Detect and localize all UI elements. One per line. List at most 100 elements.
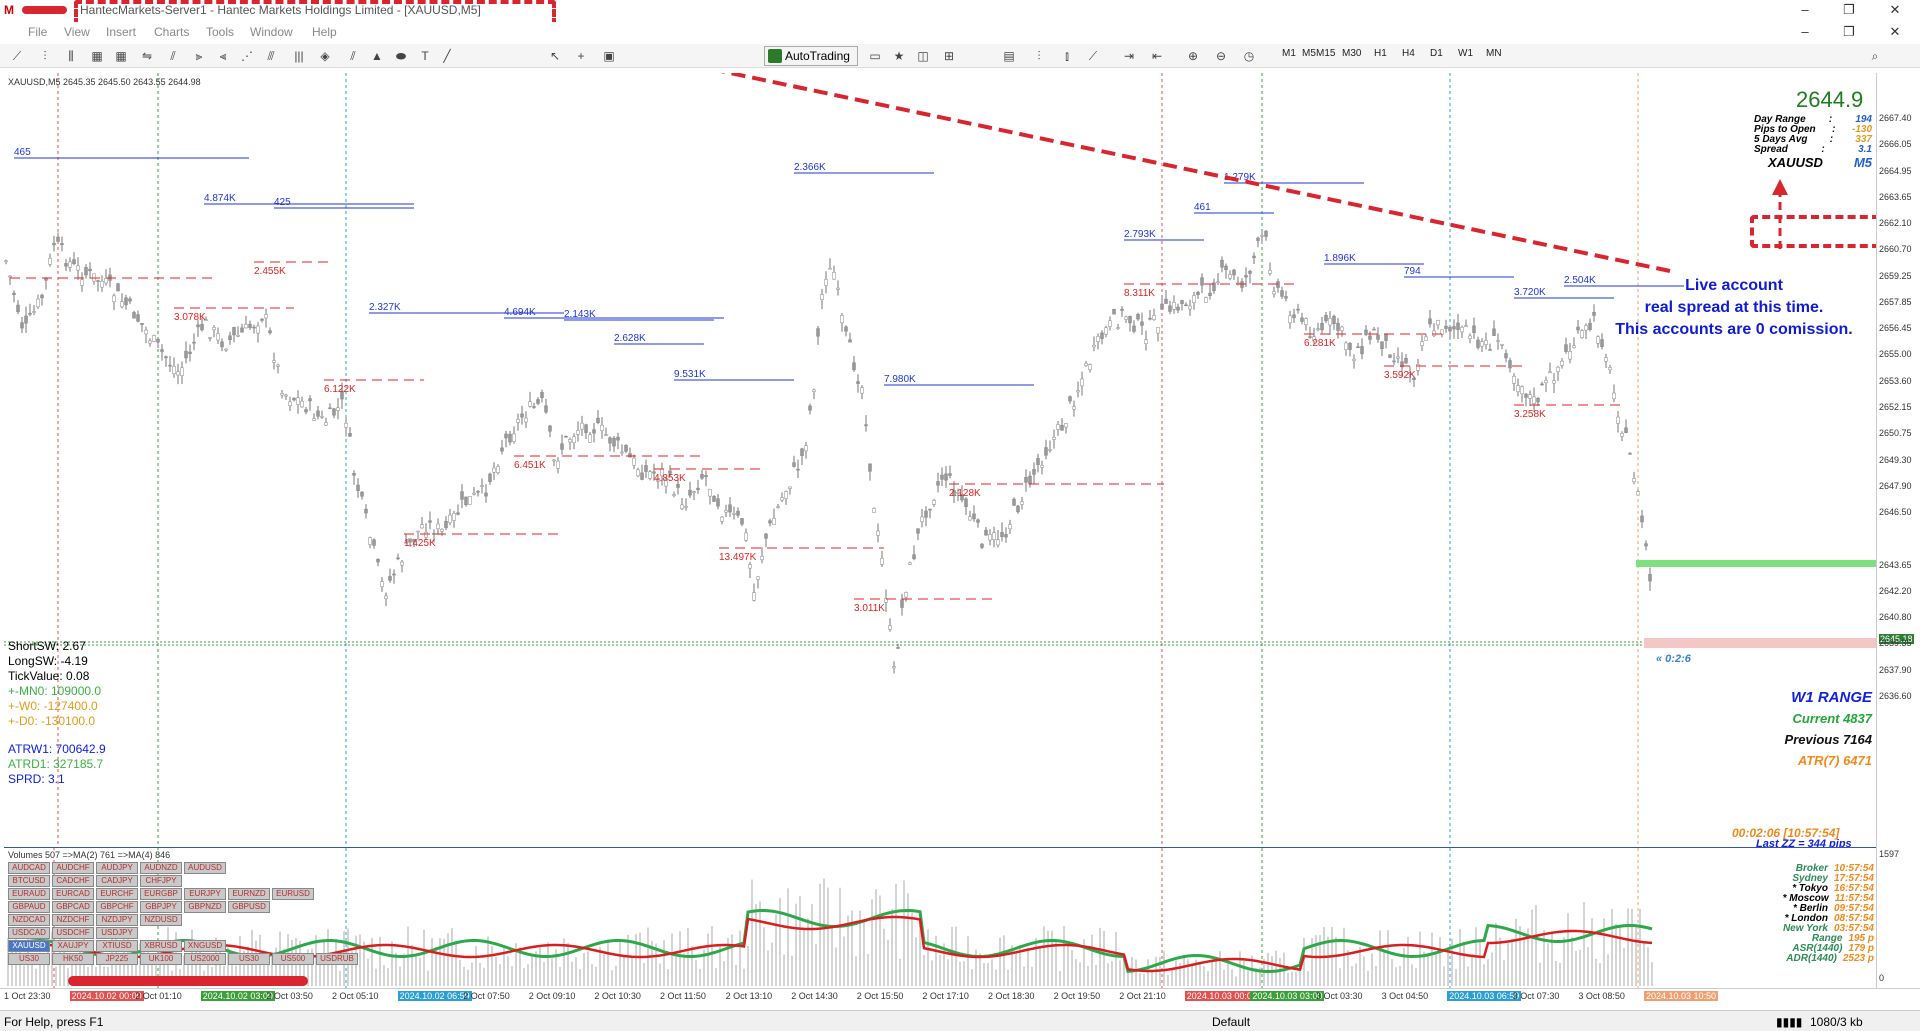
- tf-h1[interactable]: H1: [1374, 48, 1387, 59]
- symbol-button[interactable]: AUDJPY: [96, 862, 138, 874]
- menu-window[interactable]: Window: [250, 25, 293, 39]
- menu-tools[interactable]: Tools: [206, 25, 235, 39]
- search-icon[interactable]: ⌕: [1871, 49, 1879, 63]
- ellipse-tool-icon[interactable]: ⬬: [395, 49, 407, 63]
- tf-m15[interactable]: M15: [1316, 48, 1336, 59]
- symbol-button[interactable]: XBRUSD: [140, 940, 182, 952]
- symbol-button[interactable]: AUDUSD: [184, 862, 226, 874]
- cursor-icon[interactable]: ↖: [549, 49, 561, 63]
- tf-d1[interactable]: D1: [1430, 48, 1443, 59]
- symbol-button[interactable]: EURGBP: [140, 888, 182, 900]
- symbol-button[interactable]: EURNZD: [228, 888, 270, 900]
- menu-insert[interactable]: Insert: [106, 25, 137, 39]
- symbol-button[interactable]: NZDJPY: [96, 914, 138, 926]
- symbol-button[interactable]: NZDCAD: [8, 914, 50, 926]
- tf-w1[interactable]: W1: [1458, 48, 1473, 59]
- symbol-button[interactable]: AUDCAD: [8, 862, 50, 874]
- volume-subwindow[interactable]: Volumes 507 =>MA(2) 761 =>MA(4) 846 AUDC…: [4, 847, 1876, 989]
- symbol-button[interactable]: EURJPY: [184, 888, 226, 900]
- autoscroll-icon[interactable]: ⫷: [219, 49, 227, 63]
- child-close-icon[interactable]: ✕: [1889, 24, 1901, 39]
- symbol-button[interactable]: GBPJPY: [140, 901, 182, 913]
- symbol-button[interactable]: NZDCHF: [52, 914, 94, 926]
- zoom-in-icon[interactable]: ⊕: [1187, 49, 1199, 63]
- bar-chart-icon[interactable]: ⫶: [43, 49, 47, 63]
- symbol-button[interactable]: XAUJPY: [52, 940, 94, 952]
- text-tool-icon[interactable]: T: [421, 49, 429, 63]
- fibo-icon[interactable]: ⋰: [241, 49, 253, 63]
- symbol-button[interactable]: AUDCHF: [52, 862, 94, 874]
- symbol-button[interactable]: GBPAUD: [8, 901, 50, 913]
- symbol-button[interactable]: US500: [272, 953, 314, 965]
- symbol-button[interactable]: CADJPY: [96, 875, 138, 887]
- zoom-grid-icon[interactable]: ▦: [91, 49, 103, 63]
- tf-m1[interactable]: M1: [1282, 48, 1296, 59]
- symbol-button[interactable]: CADCHF: [52, 875, 94, 887]
- symbol-button[interactable]: XTIUSD: [96, 940, 138, 952]
- symbol-button[interactable]: USDJPY: [96, 927, 138, 939]
- symbol-button[interactable]: EURUSD: [272, 888, 314, 900]
- triangle-tool-icon[interactable]: ▲: [371, 49, 383, 63]
- symbol-button[interactable]: US30: [8, 953, 50, 965]
- symbol-button[interactable]: NZDUSD: [140, 914, 182, 926]
- main-chart[interactable]: 465 4.874K 425 2.327K 4.694K 2.143K 2.628K 9.53…: [4, 73, 1880, 850]
- symbol-button[interactable]: US30: [228, 953, 270, 965]
- grid-icon[interactable]: ▦: [115, 49, 127, 63]
- symbol-button[interactable]: GBPCAD: [52, 901, 94, 913]
- navigator-icon[interactable]: ▭: [869, 49, 881, 63]
- tf-m5[interactable]: M5: [1302, 48, 1316, 59]
- symbol-button[interactable]: UK100: [140, 953, 182, 965]
- shift-icon[interactable]: ⫸: [195, 49, 203, 63]
- symbol-button[interactable]: USDCHF: [52, 927, 94, 939]
- symbol-button[interactable]: GBPUSD: [228, 901, 270, 913]
- symbol-button[interactable]: GBPCHF: [96, 901, 138, 913]
- chart-type-icon[interactable]: ▤: [1003, 49, 1015, 63]
- candles-icon[interactable]: ⫼: [68, 49, 74, 63]
- symbol-button[interactable]: EURCHF: [96, 888, 138, 900]
- symbol-button[interactable]: HK50: [52, 953, 94, 965]
- symbol-button[interactable]: USDCAD: [8, 927, 50, 939]
- symbol-button[interactable]: USDRUB: [316, 953, 358, 965]
- period-icon[interactable]: ⫽: [170, 49, 176, 63]
- favorites-icon[interactable]: ★: [893, 49, 905, 63]
- new-order-icon[interactable]: ▣: [603, 49, 615, 63]
- menu-help[interactable]: Help: [312, 25, 337, 39]
- line-chart-icon[interactable]: ⟋: [12, 49, 22, 63]
- hline-tool-icon[interactable]: ⫽: [350, 49, 356, 63]
- symbol-button[interactable]: AUDNZD: [140, 862, 182, 874]
- symbol-button[interactable]: US2000: [184, 953, 226, 965]
- new-chart-icon[interactable]: ⊞: [943, 49, 955, 63]
- child-minimize-icon[interactable]: –: [1801, 24, 1809, 39]
- tf-mn[interactable]: MN: [1486, 48, 1502, 59]
- symbol-button[interactable]: GBPNZD: [184, 901, 226, 913]
- restore-icon[interactable]: ❐: [1843, 2, 1855, 17]
- tf-h4[interactable]: H4: [1402, 48, 1415, 59]
- chart-shift-icon[interactable]: ⇥: [1123, 49, 1135, 63]
- crosshair-icon[interactable]: +: [577, 49, 585, 63]
- symbol-button[interactable]: CHFJPY: [140, 875, 182, 887]
- menu-file[interactable]: File: [28, 25, 48, 39]
- child-restore-icon[interactable]: ❐: [1843, 24, 1855, 39]
- objects-dropdown-icon[interactable]: ◈: [320, 49, 330, 63]
- minimize-icon[interactable]: –: [1801, 2, 1809, 17]
- autoscroll-chart-icon[interactable]: ⇤: [1151, 49, 1163, 63]
- time-axis[interactable]: 1 Oct 23:30 2024.10.02 00:00 2 Oct 01:10 20…: [0, 988, 1920, 1004]
- vertical-lines-icon[interactable]: |||: [294, 49, 304, 63]
- symbol-button[interactable]: EURCAD: [52, 888, 94, 900]
- close-icon[interactable]: ✕: [1889, 2, 1901, 17]
- line-icon[interactable]: ⟋: [1088, 49, 1098, 63]
- symbol-button[interactable]: XAUUSD: [8, 940, 50, 952]
- zoom-out-icon[interactable]: ⊖: [1215, 49, 1227, 63]
- symbol-button[interactable]: XNGUSD: [184, 940, 226, 952]
- autotrading-button[interactable]: AutoTrading: [764, 46, 858, 66]
- trendline-tool-icon[interactable]: ╱: [443, 49, 451, 63]
- symbol-button[interactable]: EURAUD: [8, 888, 50, 900]
- price-axis[interactable]: 2667.40 2666.05 2664.95 2663.65 2662.10 2660.…: [1876, 73, 1920, 988]
- market-watch-icon[interactable]: ◫: [917, 49, 929, 63]
- symbol-button[interactable]: BTCUSD: [8, 875, 50, 887]
- scroll-icon[interactable]: ⇋: [141, 49, 153, 63]
- channel-icon[interactable]: ⫻: [267, 49, 275, 63]
- tf-m30[interactable]: M30: [1342, 48, 1362, 59]
- periodicity-icon[interactable]: ◷: [1243, 49, 1255, 63]
- menu-view[interactable]: View: [64, 25, 90, 39]
